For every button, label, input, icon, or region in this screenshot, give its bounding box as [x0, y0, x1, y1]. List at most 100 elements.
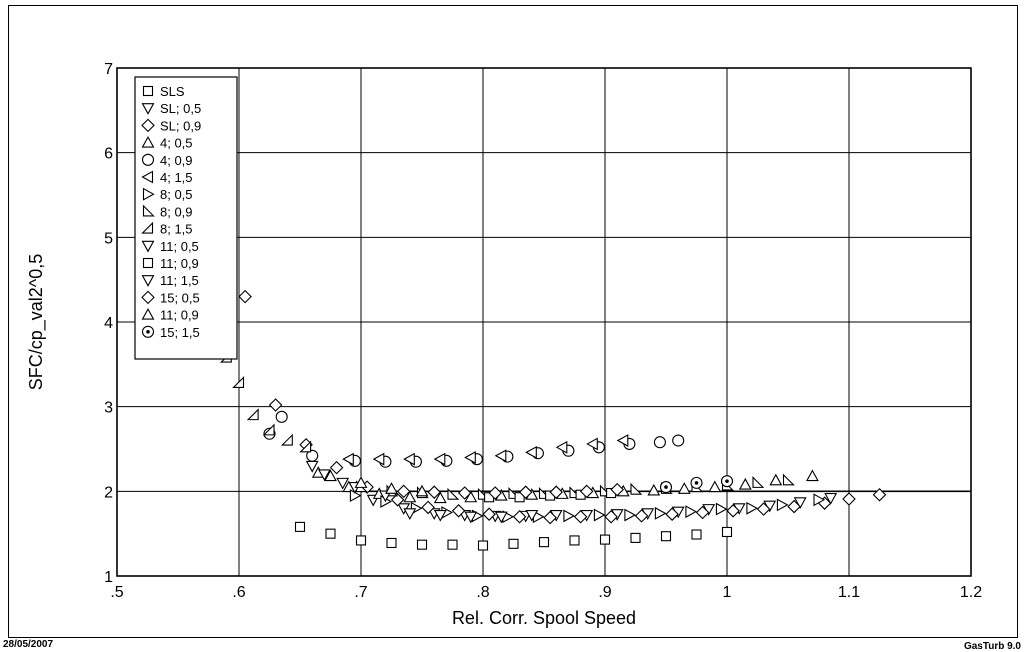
- series-14-points: [659, 475, 734, 494]
- legend-marker: [141, 221, 154, 234]
- data-point: [738, 477, 752, 490]
- legend-entry: 8; 0,5: [160, 187, 193, 202]
- data-point: [599, 534, 611, 545]
- data-point: [464, 490, 478, 503]
- data-point: [776, 498, 789, 512]
- x-tick-label: 1.2: [960, 584, 982, 601]
- data-point: [579, 484, 594, 499]
- data-point: [549, 485, 563, 499]
- data-point: [262, 423, 275, 436]
- plot-border: [116, 67, 972, 577]
- data-point: [573, 509, 588, 524]
- data-point: [403, 508, 417, 520]
- data-point: [555, 440, 568, 454]
- data-point: [665, 507, 679, 521]
- x-tick-label: .8: [476, 584, 489, 601]
- data-point: [324, 469, 337, 482]
- legend-entry: 8; 1,5: [160, 222, 193, 237]
- data-point: [477, 540, 489, 551]
- data-point: [653, 436, 666, 449]
- data-point: [654, 506, 667, 520]
- data-point: [630, 482, 643, 495]
- data-point: [232, 376, 245, 389]
- legend-marker: [141, 153, 155, 166]
- data-point: [238, 289, 252, 304]
- y-axis-label: SFC/cp_val2^0,5: [26, 254, 47, 391]
- data-point: [325, 528, 336, 539]
- data-point: [543, 510, 557, 525]
- legend-marker: [142, 204, 155, 217]
- legend-marker: [141, 118, 155, 133]
- data-point: [715, 502, 728, 516]
- data-point: [842, 492, 856, 506]
- data-point: [660, 531, 672, 542]
- legend-entry: 11; 0,9: [160, 308, 199, 323]
- data-point: [805, 469, 819, 482]
- data-point: [421, 500, 435, 515]
- data-point: [464, 511, 478, 524]
- data-point: [630, 532, 641, 543]
- legend-marker: [142, 187, 155, 201]
- data-point: [447, 539, 458, 550]
- data-point: [372, 452, 385, 466]
- data-point: [691, 529, 702, 540]
- series-0-points: [294, 521, 733, 551]
- data-point-center: [694, 481, 699, 485]
- data-point: [268, 398, 283, 412]
- data-point: [616, 434, 629, 447]
- y-tick-label: 2: [104, 484, 113, 501]
- data-point: [433, 491, 447, 504]
- data-point: [390, 493, 405, 507]
- data-point: [385, 482, 398, 494]
- series-11-points: [403, 508, 539, 524]
- data-point: [610, 482, 624, 497]
- data-point: [275, 410, 288, 423]
- data-point: [563, 509, 576, 523]
- y-tick-label: 6: [104, 146, 113, 163]
- data-point: [415, 484, 429, 497]
- data-point: [824, 493, 838, 505]
- legend-marker: [141, 135, 155, 148]
- data-point: [457, 486, 472, 500]
- series-5-points: [342, 434, 629, 466]
- legend-entry: 11; 0,5: [160, 239, 199, 254]
- x-axis-label: Rel. Corr. Spool Speed: [452, 608, 636, 628]
- data-point: [726, 504, 740, 518]
- x-tick-label: 1: [723, 584, 732, 601]
- series-10-points: [484, 487, 617, 503]
- legend-marker: [142, 85, 154, 97]
- chart-frame: [8, 5, 1018, 638]
- data-point: [329, 460, 344, 475]
- data-point: [354, 476, 368, 488]
- data-point: [586, 437, 598, 451]
- data-point: [721, 526, 733, 538]
- data-point: [246, 408, 259, 421]
- legend-entry: SLS: [160, 84, 185, 99]
- data-point: [518, 485, 533, 499]
- data-point: [695, 505, 710, 520]
- data-point: [746, 501, 759, 515]
- legend-entry: 15; 0,5: [160, 290, 200, 305]
- data-point: [604, 509, 618, 524]
- y-tick-label: 1: [104, 569, 113, 586]
- series-4-points: [263, 410, 685, 468]
- data-point: [787, 499, 801, 514]
- y-tick-label: 7: [104, 61, 113, 78]
- data-point: [342, 452, 354, 466]
- footer-date: 28/05/2007: [3, 639, 54, 650]
- data-point: [416, 539, 428, 550]
- data-point-center: [664, 485, 668, 489]
- data-point: [336, 477, 350, 490]
- data-point: [813, 493, 826, 507]
- data-point: [447, 487, 460, 500]
- data-point: [569, 535, 580, 546]
- data-point: [508, 538, 519, 549]
- legend-marker: [141, 275, 155, 287]
- legend-marker: [141, 307, 155, 320]
- x-tick-label: .7: [354, 584, 367, 601]
- y-tick-label: 3: [104, 400, 113, 417]
- data-point: [433, 509, 447, 522]
- footer-software: GasTurb 9.0: [963, 641, 1021, 652]
- data-point: [464, 451, 476, 464]
